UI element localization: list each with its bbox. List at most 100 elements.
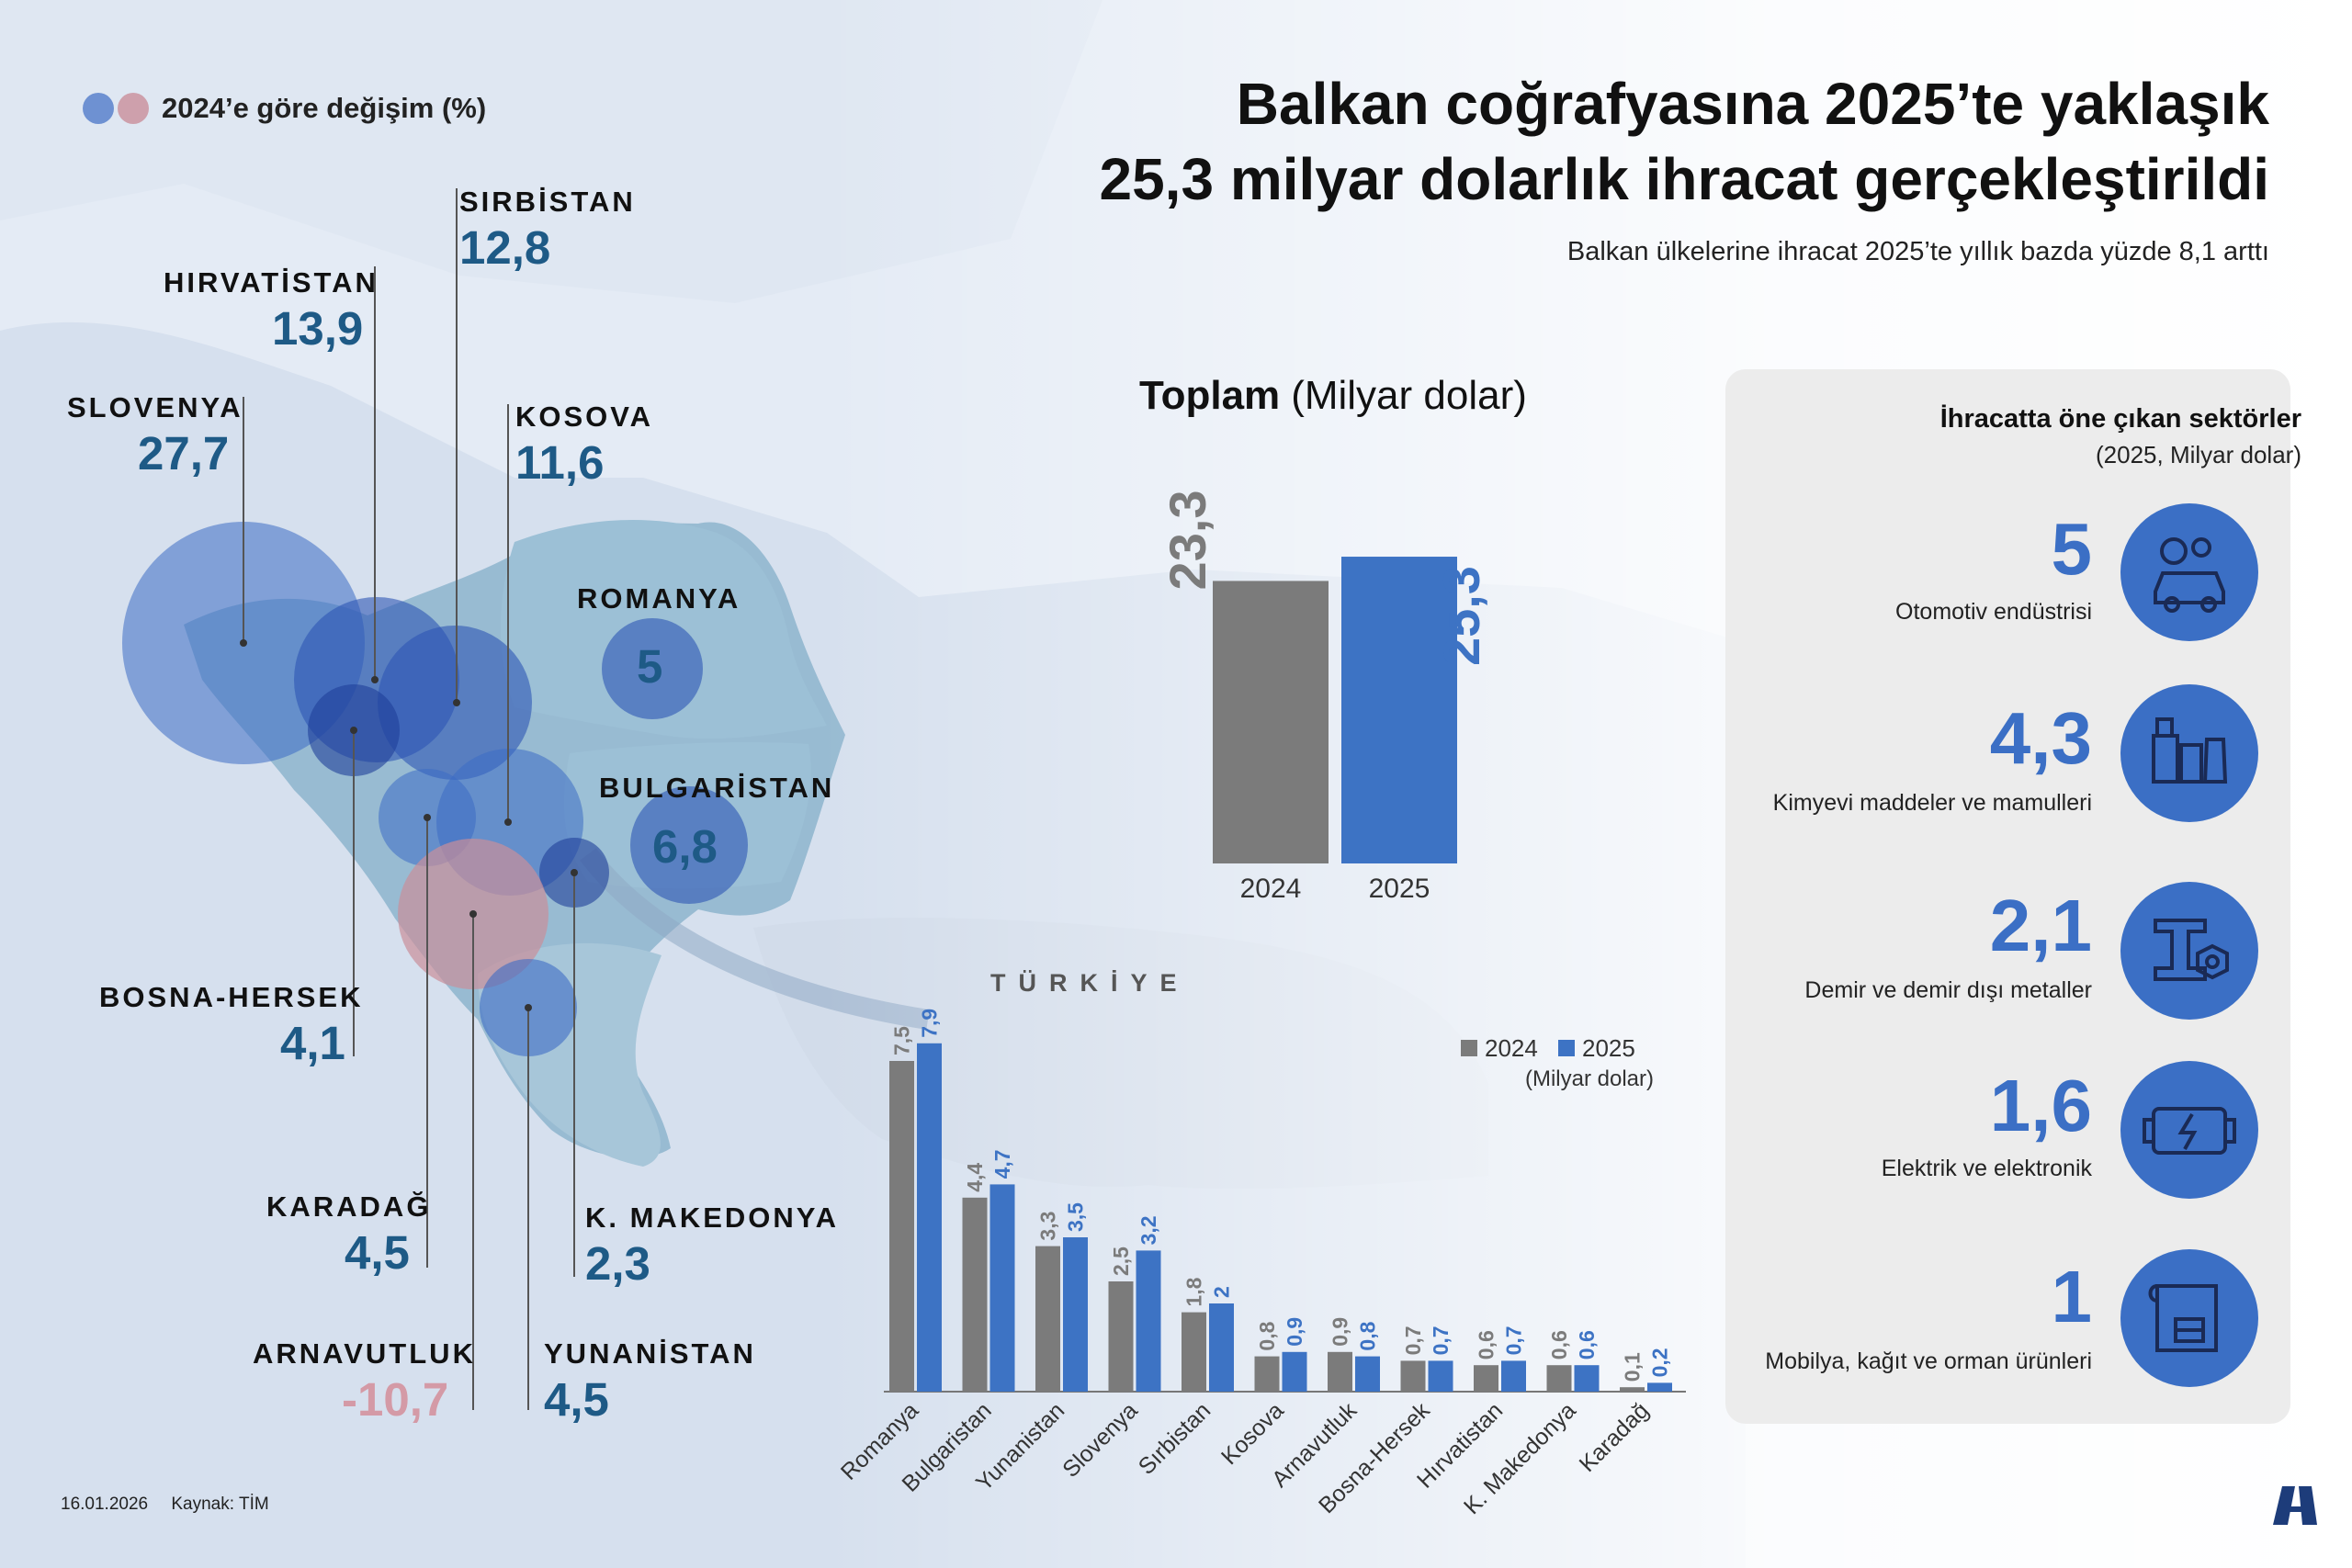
country-value-bulgaristan: 6,8 <box>652 820 718 873</box>
country-label-hirvatistan: HIRVATİSTAN <box>164 266 379 299</box>
country-bar-chart: 2024 2025 (Milyar dolar) 7,57,9Romanya4,… <box>836 1009 1686 1519</box>
bar-2024-7 <box>1400 1360 1426 1392</box>
bar-label-2025-3: 3,2 <box>1136 1215 1160 1245</box>
bar-2024-9 <box>1546 1365 1572 1392</box>
bar-label-2025-2: 3,5 <box>1064 1202 1088 1232</box>
bubble-bulgaristan <box>630 786 748 904</box>
metal-nut-icon <box>2120 882 2258 1020</box>
category-label-5: Kosova <box>1216 1397 1289 1470</box>
bar-2025-6 <box>1355 1356 1380 1392</box>
country-value-k-makedonya: 2,3 <box>585 1237 650 1290</box>
bar-2024-1 <box>962 1197 988 1392</box>
bar-label-2024-7: 0,7 <box>1401 1325 1425 1355</box>
sector-panel-title: İhracatta öne çıkan sektörler <box>1939 404 2301 434</box>
footer-date: 16.01.2026 <box>61 1495 149 1514</box>
bar-label-2025-10: 0,2 <box>1648 1348 1672 1377</box>
bar-label-2025-7: 0,7 <box>1429 1325 1453 1355</box>
bar-label-2024-6: 0,9 <box>1329 1317 1352 1347</box>
bar-label-2024-4: 1,8 <box>1182 1277 1206 1306</box>
bar-label-2025-8: 0,7 <box>1502 1325 1526 1355</box>
bar-label-2024-1: 4,4 <box>963 1163 987 1192</box>
aa-logo <box>2273 1486 2317 1525</box>
sector-panel-subtitle: (2025, Milyar dolar) <box>2096 441 2301 468</box>
bar-2024-2 <box>1035 1246 1060 1392</box>
bar-2025-1 <box>989 1184 1015 1392</box>
country-value-romanya: 5 <box>637 640 663 693</box>
bar-2025-3 <box>1136 1250 1161 1392</box>
country-label-karadag: KARADAĞ <box>266 1190 432 1223</box>
legend-dot-negative <box>118 93 149 124</box>
total-year-2025: 2025 <box>1369 874 1430 904</box>
sector-name-2: Demir ve demir dışı metaller <box>1804 977 2092 1003</box>
bar-label-2024-10: 0,1 <box>1621 1352 1645 1382</box>
leader-lines <box>243 188 575 1410</box>
country-label-arnavutluk: ARNAVUTLUK <box>253 1337 476 1370</box>
bar-label-2024-3: 2,5 <box>1109 1247 1133 1276</box>
legend-dot-positive <box>83 93 114 124</box>
bar-label-2024-8: 0,6 <box>1475 1330 1498 1359</box>
legend-2024: 2024 <box>1485 1034 1538 1062</box>
total-label-2025: 25,3 <box>1432 566 1490 666</box>
bar-2024-0 <box>889 1061 914 1392</box>
country-value-sirbistan: 12,8 <box>459 221 551 274</box>
turkiye-label: TÜRKİYE <box>990 969 1190 997</box>
total-label-2024: 23,3 <box>1159 490 1216 590</box>
country-label-kosova: KOSOVA <box>515 400 654 433</box>
bar-label-2024-9: 0,6 <box>1547 1330 1571 1359</box>
title-line-1: Balkan coğrafyasına 2025’te yaklaşık <box>1236 71 2269 137</box>
category-label-4: Sırbistan <box>1134 1397 1216 1480</box>
electric-motor-icon <box>2120 1061 2258 1199</box>
sector-value-3: 1,6 <box>1989 1065 2092 1146</box>
country-label-slovenya: SLOVENYA <box>67 391 243 423</box>
bar-2025-7 <box>1428 1360 1453 1392</box>
sector-name-1: Kimyevi maddeler ve mamulleri <box>1772 790 2092 816</box>
bar-legend: 2024 2025 (Milyar dolar) <box>1461 1034 1654 1091</box>
bar-label-2024-5: 0,8 <box>1255 1321 1279 1350</box>
bar-2025-8 <box>1501 1360 1526 1392</box>
sector-value-0: 5 <box>2051 508 2093 590</box>
sector-name-0: Otomotiv endüstrisi <box>1895 599 2092 625</box>
bar-2024-8 <box>1474 1365 1498 1392</box>
bar-label-2024-0: 7,5 <box>890 1026 914 1055</box>
page-title: Balkan coğrafyasına 2025’te yaklaşık 25,… <box>983 66 2269 217</box>
footer-source: Kaynak: TİM <box>171 1495 269 1514</box>
sector-value-4: 1 <box>2051 1256 2093 1337</box>
sector-value-1: 4,3 <box>1989 697 2092 779</box>
bubble-legend: 2024’e göre değişim (%) <box>83 92 486 125</box>
bar-2025-9 <box>1574 1365 1600 1392</box>
bar-label-2025-0: 7,9 <box>918 1009 942 1038</box>
bar-2025-4 <box>1209 1303 1234 1392</box>
bar-label-2025-1: 4,7 <box>990 1149 1014 1179</box>
sector-name-3: Elektrik ve elektronik <box>1881 1156 2092 1181</box>
bar-2025-10 <box>1647 1382 1672 1392</box>
total-chart: Toplam (Milyar dolar) 23,3 25,3 2024 2025 <box>1139 373 1527 904</box>
bar-2024-6 <box>1328 1351 1352 1392</box>
furniture-paper-icon <box>2120 1249 2258 1387</box>
legend-2025: 2025 <box>1582 1034 1635 1062</box>
country-label-bosna-hersek: BOSNA-HERSEK <box>99 981 364 1013</box>
country-value-hirvatistan: 13,9 <box>272 302 364 355</box>
bar-2025-5 <box>1282 1351 1307 1392</box>
bar-2025-2 <box>1063 1237 1088 1392</box>
total-bar-2025 <box>1341 557 1457 863</box>
legend-label: 2024’e göre değişim (%) <box>162 92 487 124</box>
country-label-yunanistan: YUNANİSTAN <box>544 1337 756 1370</box>
country-label-k-makedonya: K. MAKEDONYA <box>585 1201 839 1234</box>
title-line-2: 25,3 milyar dolarlık ihracat gerçekleşti… <box>1099 146 2269 212</box>
sector-name-4: Mobilya, kağıt ve orman ürünleri <box>1765 1348 2092 1374</box>
category-label-3: Slovenya <box>1057 1397 1143 1483</box>
country-value-kosova: 11,6 <box>515 436 605 489</box>
footer: 16.01.2026 Kaynak: TİM <box>61 1495 269 1515</box>
bubble-romanya <box>602 618 703 719</box>
sector-value-2: 2,1 <box>1989 885 2092 966</box>
bar-label-2025-9: 0,6 <box>1575 1330 1599 1359</box>
country-label-bulgaristan: BULGARİSTAN <box>599 772 835 804</box>
bar-label-2025-6: 0,8 <box>1356 1321 1380 1350</box>
car-gear-icon <box>2120 503 2258 641</box>
legend-unit: (Milyar dolar) <box>1525 1066 1654 1091</box>
country-label-sirbistan: SIRBİSTAN <box>459 186 636 218</box>
bar-2025-0 <box>917 1043 942 1392</box>
country-value-slovenya: 27,7 <box>138 427 230 479</box>
total-year-2024: 2024 <box>1240 874 1302 904</box>
